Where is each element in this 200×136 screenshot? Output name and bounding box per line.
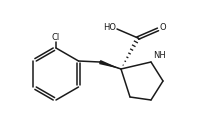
Text: HO: HO bbox=[103, 23, 116, 32]
Text: O: O bbox=[159, 23, 166, 32]
Polygon shape bbox=[99, 60, 121, 69]
Text: NH: NH bbox=[153, 51, 166, 60]
Text: Cl: Cl bbox=[52, 33, 60, 42]
